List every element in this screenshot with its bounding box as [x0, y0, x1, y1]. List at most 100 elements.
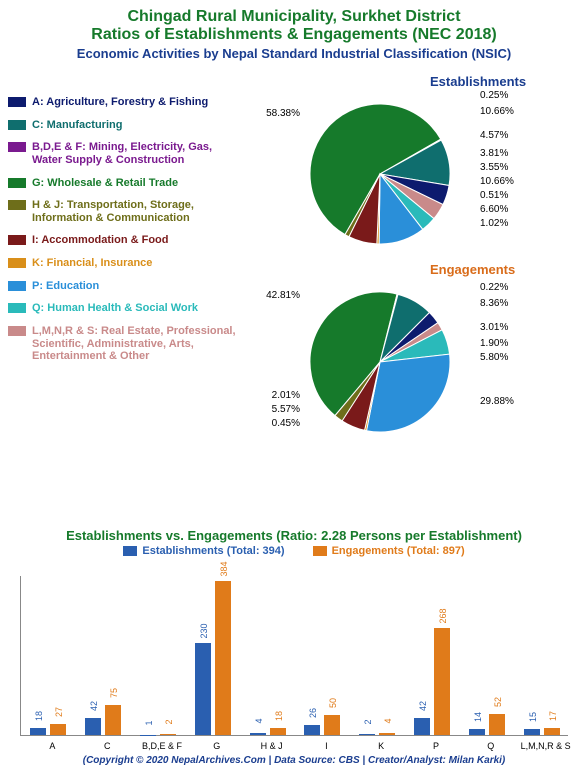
category-legend: A: Agriculture, Forestry & Fishing C: Man… [8, 96, 238, 373]
pie-pct-label: 2.01% [240, 390, 300, 401]
pie-pct-label: 10.66% [480, 176, 514, 187]
legend-label: L,M,N,R & S: Real Estate, Professional, … [32, 325, 238, 363]
legend-item: C: Manufacturing [8, 119, 238, 132]
legend-item: G: Wholesale & Retail Trade [8, 177, 238, 190]
pie-pct-label: 29.88% [480, 396, 514, 407]
subtitle: Economic Activities by Nepal Standard In… [0, 46, 588, 61]
bar-engagements: 18 [270, 728, 286, 735]
bar-legend-swatch [313, 546, 327, 556]
bar-legend: Establishments (Total: 394) Engagements (… [0, 545, 588, 557]
pie-pct-label: 6.60% [480, 204, 508, 215]
pie-estab-title: Establishments [430, 74, 526, 89]
bar-value: 4 [254, 711, 264, 731]
legend-label: K: Financial, Insurance [32, 257, 152, 270]
bar-value: 15 [528, 707, 538, 727]
bar-legend-item: Engagements (Total: 897) [313, 545, 465, 557]
pie-pct-label: 0.51% [480, 190, 508, 201]
bar-establishments: 4 [250, 733, 266, 735]
legend-swatch [8, 235, 26, 245]
legend-swatch [8, 178, 26, 188]
bar-establishments: 42 [414, 718, 430, 735]
bar-category-label: A [22, 741, 82, 751]
pie-pct-label: 42.81% [240, 290, 300, 301]
pie-pct-label: 3.81% [480, 148, 508, 159]
bar-value: 4 [383, 711, 393, 731]
pie-pct-label: 5.80% [480, 352, 508, 363]
bar-value: 42 [89, 696, 99, 716]
pie-pct-label: 8.36% [480, 298, 508, 309]
legend-item: A: Agriculture, Forestry & Fishing [8, 96, 238, 109]
legend-swatch [8, 258, 26, 268]
legend-item: H & J: Transportation, Storage, Informat… [8, 199, 238, 224]
bar-value: 2 [164, 712, 174, 732]
bar-engagements: 2 [160, 734, 176, 735]
legend-swatch [8, 200, 26, 210]
pie-pct-label: 0.25% [480, 90, 508, 101]
bar-establishments: 2 [359, 734, 375, 735]
legend-label: G: Wholesale & Retail Trade [32, 177, 178, 190]
legend-label: Q: Human Health & Social Work [32, 302, 198, 315]
bar-value: 230 [199, 621, 209, 641]
legend-item: I: Accommodation & Food [8, 234, 238, 247]
bar-engagements: 50 [324, 715, 340, 735]
pie-establishments [300, 94, 460, 254]
pie-pct-label: 0.45% [240, 418, 300, 429]
bar-legend-swatch [123, 546, 137, 556]
bar-category-label: L,M,N,R & S [516, 741, 576, 751]
bar-legend-label: Engagements (Total: 897) [332, 545, 465, 557]
legend-swatch [8, 303, 26, 313]
pie-pct-label: 1.90% [480, 338, 508, 349]
bar-value: 75 [109, 683, 119, 703]
bar-value: 18 [34, 706, 44, 726]
bar-category-label: C [77, 741, 137, 751]
bar-chart: 1827A4275C12B,D,E & F230384G418H & J2650… [20, 576, 568, 736]
bar-category-label: K [351, 741, 411, 751]
title-block: Chingad Rural Municipality, Surkhet Dist… [0, 0, 588, 61]
bar-establishments: 230 [195, 643, 211, 735]
legend-swatch [8, 326, 26, 336]
bar-value: 384 [219, 559, 229, 579]
pie-pct-label: 58.38% [240, 108, 300, 119]
legend-item: P: Education [8, 280, 238, 293]
legend-swatch [8, 281, 26, 291]
legend-swatch [8, 120, 26, 130]
legend-label: P: Education [32, 280, 99, 293]
bar-engagements: 52 [489, 714, 505, 735]
legend-item: L,M,N,R & S: Real Estate, Professional, … [8, 325, 238, 363]
bar-value: 17 [548, 706, 558, 726]
bar-engagements: 4 [379, 733, 395, 735]
title-line1: Chingad Rural Municipality, Surkhet Dist… [0, 8, 588, 26]
bar-value: 42 [418, 696, 428, 716]
bar-legend-item: Establishments (Total: 394) [123, 545, 284, 557]
pie-pct-label: 10.66% [480, 106, 514, 117]
bar-category-label: P [406, 741, 466, 751]
pie-pct-label: 3.55% [480, 162, 508, 173]
legend-swatch [8, 142, 26, 152]
pie-pct-label: 4.57% [480, 130, 508, 141]
bar-category-label: B,D,E & F [132, 741, 192, 751]
bar-engagements: 268 [434, 628, 450, 735]
bar-value: 14 [473, 707, 483, 727]
pie-pct-label: 0.22% [480, 282, 508, 293]
legend-item: Q: Human Health & Social Work [8, 302, 238, 315]
pie-engagements [300, 282, 460, 442]
bar-value: 27 [54, 702, 64, 722]
legend-label: I: Accommodation & Food [32, 234, 168, 247]
bar-establishments: 26 [304, 725, 320, 735]
bar-section-header: Establishments vs. Engagements (Ratio: 2… [0, 524, 588, 557]
legend-item: K: Financial, Insurance [8, 257, 238, 270]
title-line2: Ratios of Establishments & Engagements (… [0, 26, 588, 44]
bar-value: 2 [363, 712, 373, 732]
bar-legend-label: Establishments (Total: 394) [142, 545, 284, 557]
legend-item: B,D,E & F: Mining, Electricity, Gas, Wat… [8, 141, 238, 166]
bar-title: Establishments vs. Engagements (Ratio: 2… [0, 528, 588, 543]
bar-engagements: 27 [50, 724, 66, 735]
bar-value: 268 [438, 606, 448, 626]
bar-value: 52 [493, 692, 503, 712]
pie-engage-title: Engagements [430, 262, 515, 277]
legend-label: H & J: Transportation, Storage, Informat… [32, 199, 238, 224]
bar-establishments: 42 [85, 718, 101, 735]
bar-engagements: 384 [215, 581, 231, 735]
bar-category-label: Q [461, 741, 521, 751]
bar-value: 50 [328, 693, 338, 713]
